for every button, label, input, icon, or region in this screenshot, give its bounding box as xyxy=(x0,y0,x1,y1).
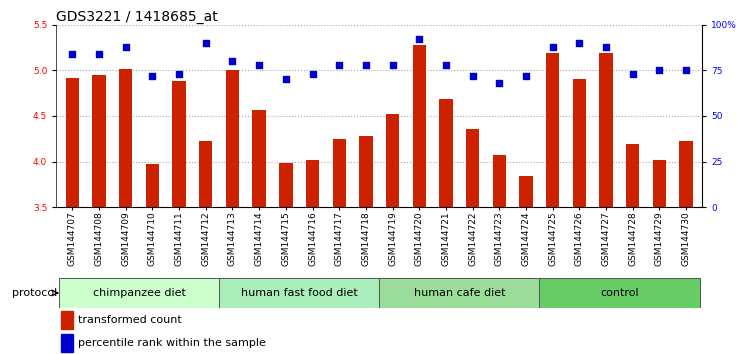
Bar xyxy=(466,129,479,354)
Point xyxy=(680,68,692,73)
Text: human cafe diet: human cafe diet xyxy=(414,288,505,298)
Bar xyxy=(546,53,559,354)
Bar xyxy=(146,164,159,354)
Bar xyxy=(599,53,613,354)
Bar xyxy=(199,142,213,354)
Point xyxy=(146,73,158,79)
Bar xyxy=(279,163,293,354)
Point xyxy=(493,80,505,86)
Bar xyxy=(653,160,666,354)
Point xyxy=(466,73,478,79)
Point xyxy=(600,44,612,50)
Text: control: control xyxy=(600,288,639,298)
Point xyxy=(280,76,292,82)
Bar xyxy=(62,334,73,352)
Bar xyxy=(65,78,79,354)
Bar xyxy=(439,99,453,354)
Point xyxy=(173,71,185,77)
Point xyxy=(333,62,345,68)
Point xyxy=(360,62,372,68)
Text: percentile rank within the sample: percentile rank within the sample xyxy=(77,338,266,348)
Point xyxy=(627,71,639,77)
Text: protocol: protocol xyxy=(11,288,57,298)
Bar xyxy=(520,176,532,354)
Point xyxy=(520,73,532,79)
Bar xyxy=(359,136,372,354)
Bar xyxy=(680,142,693,354)
Bar xyxy=(306,160,319,354)
Text: human fast food diet: human fast food diet xyxy=(241,288,357,298)
Bar xyxy=(59,278,219,308)
Bar xyxy=(62,311,73,329)
Bar xyxy=(412,45,426,354)
Bar xyxy=(539,278,699,308)
Point xyxy=(653,68,665,73)
Bar xyxy=(119,69,132,354)
Point xyxy=(66,51,78,57)
Bar xyxy=(92,75,106,354)
Bar xyxy=(493,155,506,354)
Point xyxy=(253,62,265,68)
Point xyxy=(574,40,586,46)
Bar xyxy=(626,144,639,354)
Bar xyxy=(173,81,185,354)
Text: chimpanzee diet: chimpanzee diet xyxy=(92,288,185,298)
Bar xyxy=(386,114,400,354)
Text: GDS3221 / 1418685_at: GDS3221 / 1418685_at xyxy=(56,10,218,24)
Text: transformed count: transformed count xyxy=(77,315,182,325)
Bar xyxy=(333,139,346,354)
Bar xyxy=(226,70,239,354)
Bar xyxy=(573,79,586,354)
Point xyxy=(547,44,559,50)
Point xyxy=(227,58,239,64)
Point xyxy=(440,62,452,68)
Point xyxy=(387,62,399,68)
Point xyxy=(306,71,318,77)
Bar xyxy=(379,278,539,308)
Point xyxy=(119,44,131,50)
Point xyxy=(93,51,105,57)
Point xyxy=(200,40,212,46)
Point xyxy=(413,36,425,42)
Bar xyxy=(219,278,379,308)
Bar xyxy=(252,110,266,354)
